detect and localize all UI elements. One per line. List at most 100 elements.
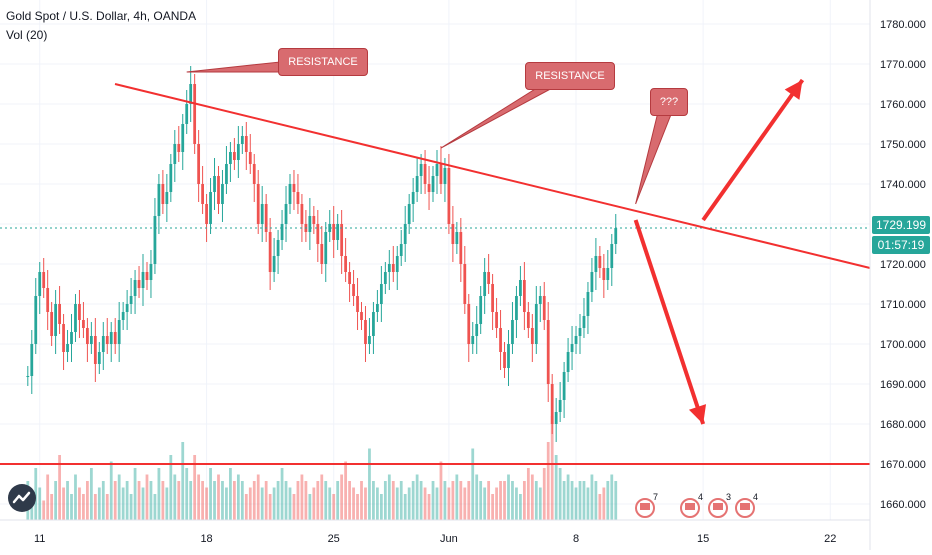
candle-body bbox=[399, 244, 403, 256]
candle-body bbox=[113, 332, 117, 344]
volume-indicator-label[interactable]: Vol (20) bbox=[6, 28, 48, 42]
candle-body bbox=[443, 168, 447, 184]
candle-body bbox=[66, 344, 69, 352]
candle-body bbox=[300, 204, 304, 224]
candle-body bbox=[606, 268, 610, 280]
volume-bar bbox=[209, 468, 212, 520]
volume-bar bbox=[487, 481, 491, 520]
candle-body bbox=[602, 268, 606, 280]
volume-bar bbox=[137, 481, 141, 520]
volume-bar bbox=[479, 481, 483, 520]
candle-body bbox=[368, 336, 371, 344]
event-marker-count: 7 bbox=[653, 492, 658, 502]
candle-body bbox=[189, 84, 193, 104]
candle-body bbox=[562, 372, 566, 400]
volume-bar bbox=[376, 487, 379, 520]
candle-body bbox=[89, 336, 93, 344]
candle-body bbox=[169, 164, 173, 192]
volume-bar bbox=[141, 487, 145, 520]
volume-bar bbox=[590, 474, 594, 520]
candle-body bbox=[121, 312, 125, 320]
tradingview-logo-icon[interactable] bbox=[8, 484, 36, 512]
event-marker-count: 4 bbox=[753, 492, 758, 502]
candle-body bbox=[105, 336, 109, 344]
candle-body bbox=[614, 228, 618, 244]
y-tick-label: 1740.000 bbox=[880, 179, 926, 191]
bearish-projection-arrow-shaft bbox=[633, 219, 706, 425]
volume-bar bbox=[240, 481, 244, 520]
candle-body bbox=[217, 176, 220, 204]
chart-title: Gold Spot / U.S. Dollar, 4h, OANDA bbox=[6, 9, 197, 23]
volume-bar bbox=[598, 494, 602, 520]
volume-bar bbox=[515, 487, 518, 520]
candle-body bbox=[74, 304, 77, 332]
volume-bar bbox=[471, 448, 475, 520]
candle-body bbox=[356, 296, 359, 312]
volume-bar bbox=[399, 481, 403, 520]
candle-body bbox=[459, 232, 463, 264]
volume-bar bbox=[324, 481, 328, 520]
y-tick-label: 1770.000 bbox=[880, 59, 926, 71]
candle-body bbox=[292, 184, 296, 192]
volume-bar bbox=[312, 487, 316, 520]
y-tick-label: 1780.000 bbox=[880, 19, 926, 31]
candle-body bbox=[288, 184, 292, 204]
candle-body bbox=[598, 256, 602, 268]
volume-bar bbox=[173, 474, 177, 520]
volume-bar bbox=[252, 481, 256, 520]
volume-bar bbox=[391, 481, 395, 520]
volume-bar bbox=[54, 481, 58, 520]
volume-bar bbox=[264, 481, 268, 520]
x-tick-label: 25 bbox=[328, 533, 340, 545]
x-tick-label: 8 bbox=[573, 533, 579, 545]
volume-bar bbox=[213, 481, 216, 520]
candle-body bbox=[379, 284, 383, 304]
candle-body bbox=[54, 304, 58, 336]
volume-bar bbox=[236, 474, 240, 520]
y-tick-label: 1670.000 bbox=[880, 459, 926, 471]
candle-body bbox=[296, 192, 300, 204]
candle-body bbox=[526, 312, 530, 328]
candle-body bbox=[42, 272, 46, 288]
candle-body bbox=[268, 232, 272, 272]
candle-body bbox=[232, 152, 236, 160]
volume-bar bbox=[352, 487, 355, 520]
x-tick-label: 11 bbox=[34, 533, 45, 545]
volume-bar bbox=[562, 481, 566, 520]
volume-bar bbox=[225, 487, 228, 520]
volume-bar bbox=[594, 481, 598, 520]
resistance-callout-2[interactable]: RESISTANCE bbox=[525, 62, 615, 90]
candle-body bbox=[455, 232, 459, 244]
volume-bar bbox=[316, 481, 320, 520]
resistance-callout-1[interactable]: RESISTANCE bbox=[278, 48, 368, 76]
y-tick-label: 1660.000 bbox=[880, 499, 926, 511]
y-tick-label: 1710.000 bbox=[880, 299, 926, 311]
question-callout[interactable]: ??? bbox=[650, 88, 688, 116]
flag-stripe bbox=[640, 503, 650, 510]
candle-body bbox=[276, 240, 280, 256]
volume-bar bbox=[554, 455, 558, 520]
candle-body bbox=[435, 164, 439, 176]
volume-bar bbox=[288, 487, 292, 520]
candle-body bbox=[503, 352, 506, 368]
volume-bar bbox=[117, 474, 121, 520]
candle-body bbox=[50, 312, 54, 336]
x-tick-label: Jun bbox=[440, 533, 458, 545]
volume-bar bbox=[229, 468, 232, 520]
y-tick-label: 1680.000 bbox=[880, 419, 926, 431]
volume-bar bbox=[455, 474, 459, 520]
volume-bar bbox=[403, 494, 407, 520]
volume-bar bbox=[129, 494, 133, 520]
candle-body bbox=[280, 224, 284, 240]
volume-bar bbox=[344, 461, 348, 520]
candle-body bbox=[411, 192, 415, 204]
candle-body bbox=[542, 296, 546, 320]
flag-stripe bbox=[685, 503, 695, 510]
volume-bar bbox=[62, 487, 65, 520]
volume-bar bbox=[181, 442, 185, 520]
volume-bar bbox=[268, 494, 272, 520]
candle-body bbox=[153, 216, 157, 264]
candle-body bbox=[415, 176, 419, 192]
candle-body bbox=[403, 224, 407, 244]
